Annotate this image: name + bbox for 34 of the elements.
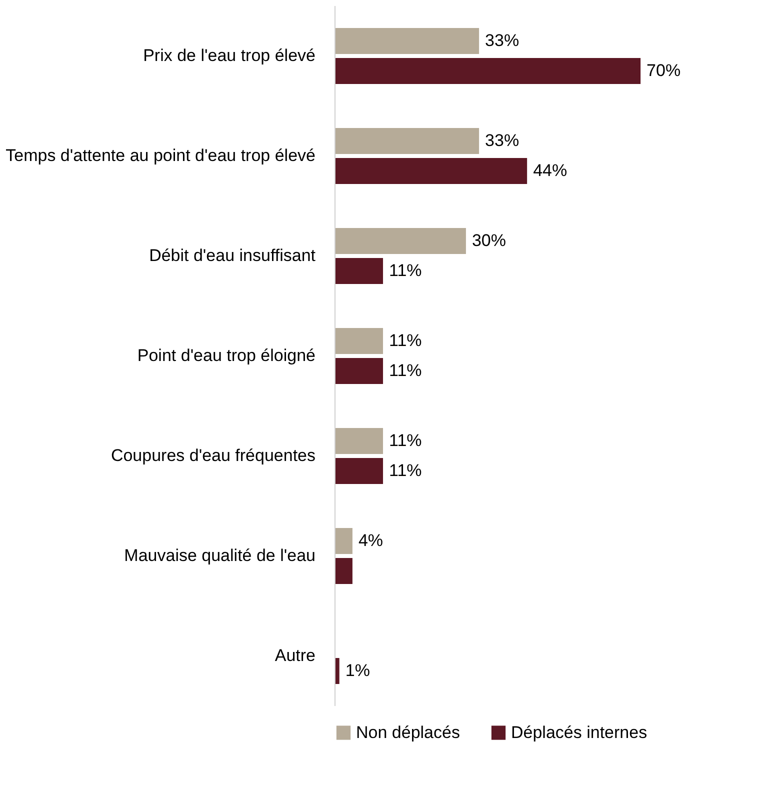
bar — [335, 128, 480, 154]
y-tick-label: Temps d'attente au point d'eau trop élevé — [6, 146, 316, 165]
legend-label: Déplacés internes — [511, 722, 648, 742]
legend-label: Non déplacés — [356, 722, 460, 742]
y-tick-label: Débit d'eau insuffisant — [149, 246, 316, 265]
data-label: 11% — [389, 261, 422, 280]
y-tick-label: Autre — [274, 646, 316, 665]
bar — [335, 358, 384, 384]
y-tick-label: Point d'eau trop éloigné — [137, 346, 316, 365]
bar — [335, 28, 480, 54]
bar — [335, 228, 466, 254]
bar — [335, 158, 528, 184]
bar — [335, 528, 352, 554]
data-label: 11% — [389, 361, 422, 380]
data-label: 11% — [389, 331, 422, 350]
bar — [335, 58, 641, 84]
y-tick-label: Prix de l'eau trop élevé — [143, 46, 316, 65]
bar — [335, 658, 340, 684]
data-label: 11% — [389, 431, 422, 450]
data-label: 44% — [533, 161, 568, 180]
data-label: 11% — [389, 461, 422, 480]
bar — [335, 428, 384, 454]
data-label: 1% — [345, 661, 370, 680]
bar — [335, 328, 384, 354]
data-label: 4% — [358, 531, 384, 550]
data-label: 33% — [485, 131, 520, 150]
data-label: 30% — [472, 231, 506, 250]
y-tick-label: Mauvaise qualité de l'eau — [124, 546, 316, 565]
bar — [335, 258, 384, 284]
data-label: 70% — [646, 61, 681, 80]
bar — [335, 558, 352, 584]
data-label: 33% — [485, 31, 520, 50]
bar — [335, 458, 384, 484]
y-tick-label: Coupures d'eau fréquentes — [110, 446, 316, 465]
